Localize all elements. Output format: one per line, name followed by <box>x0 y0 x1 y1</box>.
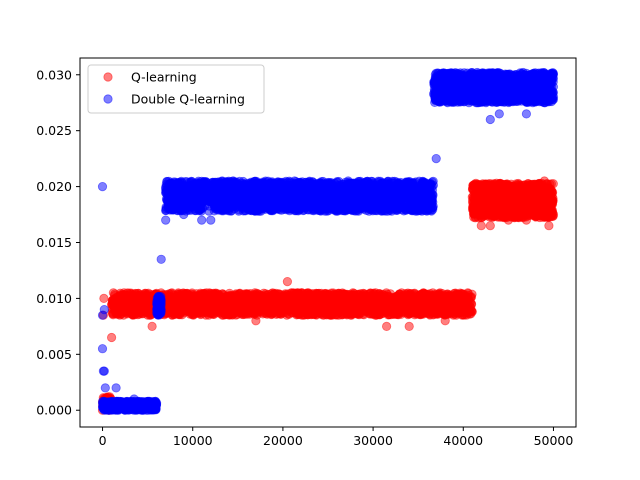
data-point <box>501 186 511 196</box>
data-point <box>470 212 481 222</box>
data-point <box>206 304 216 315</box>
data-point <box>481 187 491 197</box>
data-point <box>251 316 261 326</box>
data-point <box>99 400 109 410</box>
data-point <box>531 211 541 222</box>
data-point <box>119 399 129 409</box>
data-point <box>544 194 555 204</box>
data-point <box>525 201 536 211</box>
data-point <box>223 308 233 318</box>
data-point <box>381 321 392 331</box>
data-point <box>188 295 198 305</box>
data-point <box>108 308 118 319</box>
series-0-points <box>97 176 559 415</box>
data-point <box>138 309 148 319</box>
data-point <box>99 293 109 303</box>
data-point <box>153 291 164 302</box>
data-point <box>219 296 229 307</box>
data-point <box>462 307 472 318</box>
data-point <box>143 401 153 411</box>
data-point <box>127 403 137 413</box>
data-point <box>472 198 482 208</box>
data-point <box>476 221 486 231</box>
data-point <box>351 307 361 317</box>
data-point <box>404 321 414 331</box>
data-point <box>338 305 348 315</box>
data-point <box>375 291 385 301</box>
data-point <box>120 294 131 304</box>
data-point <box>417 308 427 318</box>
data-point <box>518 189 529 199</box>
data-point <box>539 176 550 186</box>
data-point <box>210 297 220 307</box>
data-point <box>198 307 208 317</box>
data-point <box>311 304 321 314</box>
data-point <box>453 308 463 318</box>
data-point <box>241 300 251 310</box>
data-point <box>503 215 513 225</box>
data-point <box>282 276 292 287</box>
data-point <box>107 332 117 343</box>
data-point <box>341 290 351 301</box>
data-point <box>315 295 326 306</box>
data-point <box>302 288 312 298</box>
points-layer <box>97 67 559 415</box>
data-point <box>269 295 279 305</box>
data-point <box>278 301 288 311</box>
data-point <box>108 288 119 298</box>
data-point <box>321 305 331 315</box>
data-point <box>233 294 243 304</box>
data-point <box>438 304 448 314</box>
data-point <box>151 404 161 414</box>
data-point <box>471 182 481 193</box>
data-point <box>427 292 437 302</box>
data-point <box>485 221 495 231</box>
data-point <box>403 309 413 320</box>
data-point <box>173 290 183 300</box>
data-point <box>521 215 532 225</box>
data-point <box>440 316 450 326</box>
data-point <box>544 221 554 231</box>
data-point <box>418 299 428 309</box>
data-point <box>147 321 157 331</box>
data-point <box>199 295 209 305</box>
data-point <box>399 292 409 302</box>
data-point <box>446 301 457 311</box>
data-point <box>287 288 297 298</box>
data-point <box>544 183 554 193</box>
data-point <box>481 208 491 218</box>
data-point <box>293 300 303 310</box>
data-point <box>175 310 185 320</box>
data-point <box>463 288 473 298</box>
data-point <box>110 296 120 306</box>
data-point <box>409 292 419 303</box>
data-point <box>249 295 259 305</box>
data-point <box>498 198 508 208</box>
data-point <box>166 296 176 307</box>
data-point <box>355 290 365 300</box>
data-point <box>279 290 289 300</box>
data-point <box>327 290 337 300</box>
data-point <box>514 206 524 216</box>
data-point <box>394 302 404 312</box>
data-point <box>492 180 503 190</box>
data-point <box>548 209 559 220</box>
data-point <box>248 302 258 313</box>
data-point <box>124 304 134 314</box>
data-point <box>137 294 147 304</box>
data-point <box>366 309 376 319</box>
data-point <box>381 305 391 315</box>
